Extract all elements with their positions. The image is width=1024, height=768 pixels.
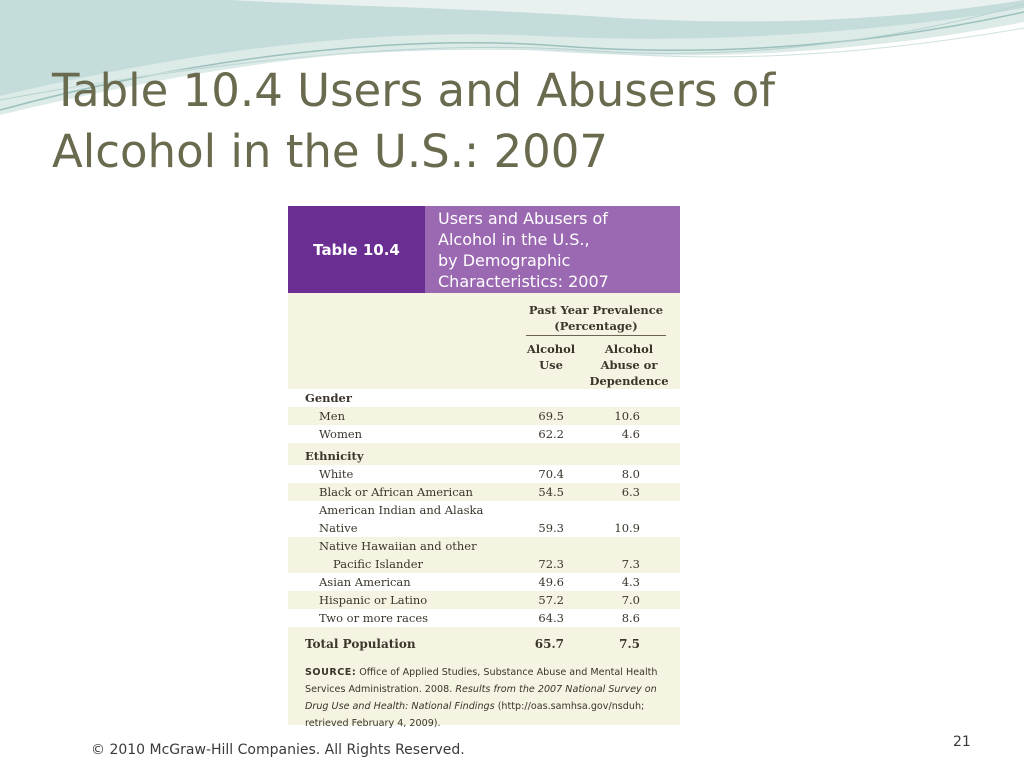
- caption-line-4: Characteristics: 2007: [438, 272, 609, 291]
- row-label: Two or more races: [319, 611, 429, 625]
- table-body: Gender Men 69.5 10.6 Women 62.2 4.6 Ethn…: [288, 389, 680, 627]
- alcohol-abuse-header: Alcohol Abuse or Dependence: [586, 341, 672, 389]
- slide-title-line-1: Table 10.4 Users and Abusers of: [52, 64, 776, 117]
- row-label: American Indian and Alaska Native: [319, 503, 484, 535]
- row-label: Hispanic or Latino: [319, 593, 428, 607]
- alcohol-abuse-header-line-1: Alcohol: [604, 342, 654, 356]
- total-alcohol-abuse: 7.5: [619, 637, 640, 651]
- table-row: Women 62.2 4.6: [288, 425, 680, 443]
- table-number-label: Table 10.4: [288, 206, 425, 293]
- alcohol-abuse-value: 10.9: [614, 521, 640, 535]
- alcohol-abuse-value: 6.3: [621, 485, 640, 499]
- alcohol-use-value: 64.3: [538, 611, 564, 625]
- group-header-line-1: Past Year Prevalence: [528, 303, 664, 317]
- table-row: Asian American 49.6 4.3: [288, 573, 680, 591]
- column-header-block: Past Year Prevalence (Percentage) Alcoho…: [288, 293, 680, 389]
- header-wave-decoration: [0, 0, 1024, 115]
- alcohol-use-header-line-2: Use: [539, 358, 563, 372]
- row-label: Men: [319, 409, 345, 423]
- alcohol-abuse-value: 4.6: [621, 427, 640, 441]
- alcohol-use-value: 54.5: [538, 485, 564, 499]
- source-note: SOURCE: Office of Applied Studies, Subst…: [288, 661, 680, 732]
- source-url: (http://oas.samhsa.gov/nsduh; retrieved …: [305, 701, 645, 729]
- alcohol-use-value: 49.6: [538, 575, 564, 589]
- section-gender: Gender: [288, 389, 680, 407]
- header-rule: [526, 335, 666, 336]
- table-row: White 70.4 8.0: [288, 465, 680, 483]
- alcohol-abuse-header-line-3: Dependence: [589, 374, 669, 388]
- source-label: SOURCE:: [305, 667, 357, 678]
- table-row: Hispanic or Latino 57.2 7.0: [288, 591, 680, 609]
- alcohol-use-header: Alcohol Use: [520, 341, 582, 373]
- alcohol-use-value: 59.3: [538, 521, 564, 535]
- caption-line-3: by Demographic: [438, 251, 571, 270]
- section-ethnicity: Ethnicity: [288, 447, 680, 465]
- row-label-line-2: Pacific Islander: [333, 557, 424, 571]
- table-row: American Indian and Alaska Native 59.3 1…: [288, 501, 680, 537]
- alcohol-abuse-value: 8.6: [621, 611, 640, 625]
- caption-line-2: Alcohol in the U.S.,: [438, 230, 590, 249]
- slide-title: Table 10.4 Users and Abusers of Alcohol …: [52, 60, 952, 182]
- alcohol-use-value: 57.2: [538, 593, 564, 607]
- table-row: Two or more races 64.3 8.6: [288, 609, 680, 627]
- alcohol-use-value: 70.4: [538, 467, 564, 481]
- slide-title-line-2: Alcohol in the U.S.: 2007: [52, 125, 608, 179]
- alcohol-abuse-value: 10.6: [614, 409, 640, 423]
- table-row: Men 69.5 10.6: [288, 407, 680, 425]
- row-label: White: [319, 467, 354, 481]
- group-header-line-2: (Percentage): [554, 319, 638, 333]
- source-text: Office of Applied Studies, Substance Abu…: [305, 667, 658, 695]
- caption-line-1: Users and Abusers of: [438, 209, 608, 228]
- table-image: Table 10.4 Users and Abusers of Alcohol …: [288, 206, 680, 729]
- alcohol-use-header-line-1: Alcohol: [526, 342, 576, 356]
- row-label: Women: [319, 427, 363, 441]
- section-spacer: [288, 443, 680, 447]
- total-row: Total Population 65.7 7.5: [288, 627, 680, 661]
- source-report-title: Results from the 2007 National Survey on…: [305, 684, 657, 712]
- alcohol-abuse-header-line-2: Abuse or: [600, 358, 658, 372]
- alcohol-abuse-value: 7.0: [621, 593, 640, 607]
- alcohol-use-value: 69.5: [538, 409, 564, 423]
- alcohol-abuse-value: 4.3: [621, 575, 640, 589]
- row-label: Asian American: [319, 575, 411, 589]
- alcohol-abuse-value: 8.0: [621, 467, 640, 481]
- table-caption: Users and Abusers of Alcohol in the U.S.…: [425, 206, 680, 293]
- table-row: Black or African American 54.5 6.3: [288, 483, 680, 501]
- row-label: Black or African American: [319, 485, 473, 499]
- row-label-line-1: Native Hawaiian and other: [319, 539, 477, 553]
- total-alcohol-use: 65.7: [534, 637, 564, 651]
- copyright-footer: © 2010 McGraw-Hill Companies. All Rights…: [91, 742, 465, 758]
- alcohol-use-value: 72.3: [538, 557, 564, 571]
- table-header-banner: Table 10.4 Users and Abusers of Alcohol …: [288, 206, 680, 293]
- table-row: Native Hawaiian and other Pacific Island…: [288, 537, 680, 573]
- slide-number: 21: [953, 734, 971, 750]
- group-header: Past Year Prevalence (Percentage): [526, 302, 666, 334]
- row-label: Native Hawaiian and other Pacific Island…: [288, 537, 516, 573]
- alcohol-abuse-value: 7.3: [621, 557, 640, 571]
- alcohol-use-value: 62.2: [538, 427, 564, 441]
- total-label: Total Population: [305, 637, 416, 651]
